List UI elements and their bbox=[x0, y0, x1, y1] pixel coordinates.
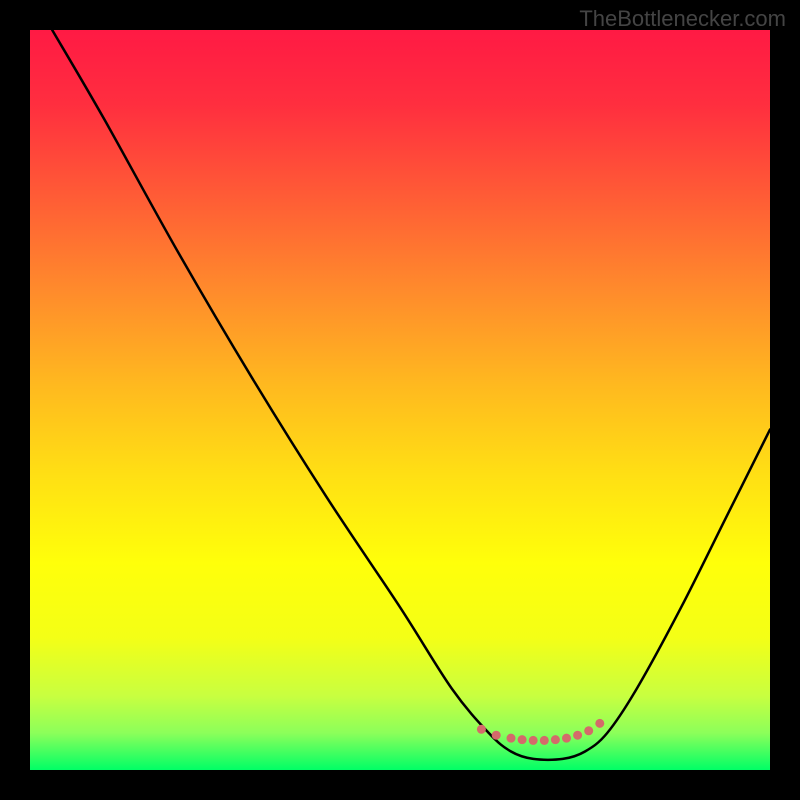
marker-dot bbox=[573, 731, 582, 740]
marker-dot bbox=[540, 736, 549, 745]
marker-dot bbox=[477, 725, 486, 734]
marker-dot bbox=[551, 735, 560, 744]
marker-dot bbox=[529, 736, 538, 745]
watermark-text: TheBottlenecker.com bbox=[579, 6, 786, 32]
marker-dot bbox=[507, 734, 516, 743]
gradient-background bbox=[30, 30, 770, 770]
marker-dot bbox=[584, 726, 593, 735]
marker-dot bbox=[518, 735, 527, 744]
chart-frame: TheBottlenecker.com bbox=[0, 0, 800, 800]
plot-svg bbox=[30, 30, 770, 770]
plot-area bbox=[30, 30, 770, 770]
marker-dot bbox=[595, 719, 604, 728]
marker-dot bbox=[562, 734, 571, 743]
marker-dot bbox=[492, 731, 501, 740]
